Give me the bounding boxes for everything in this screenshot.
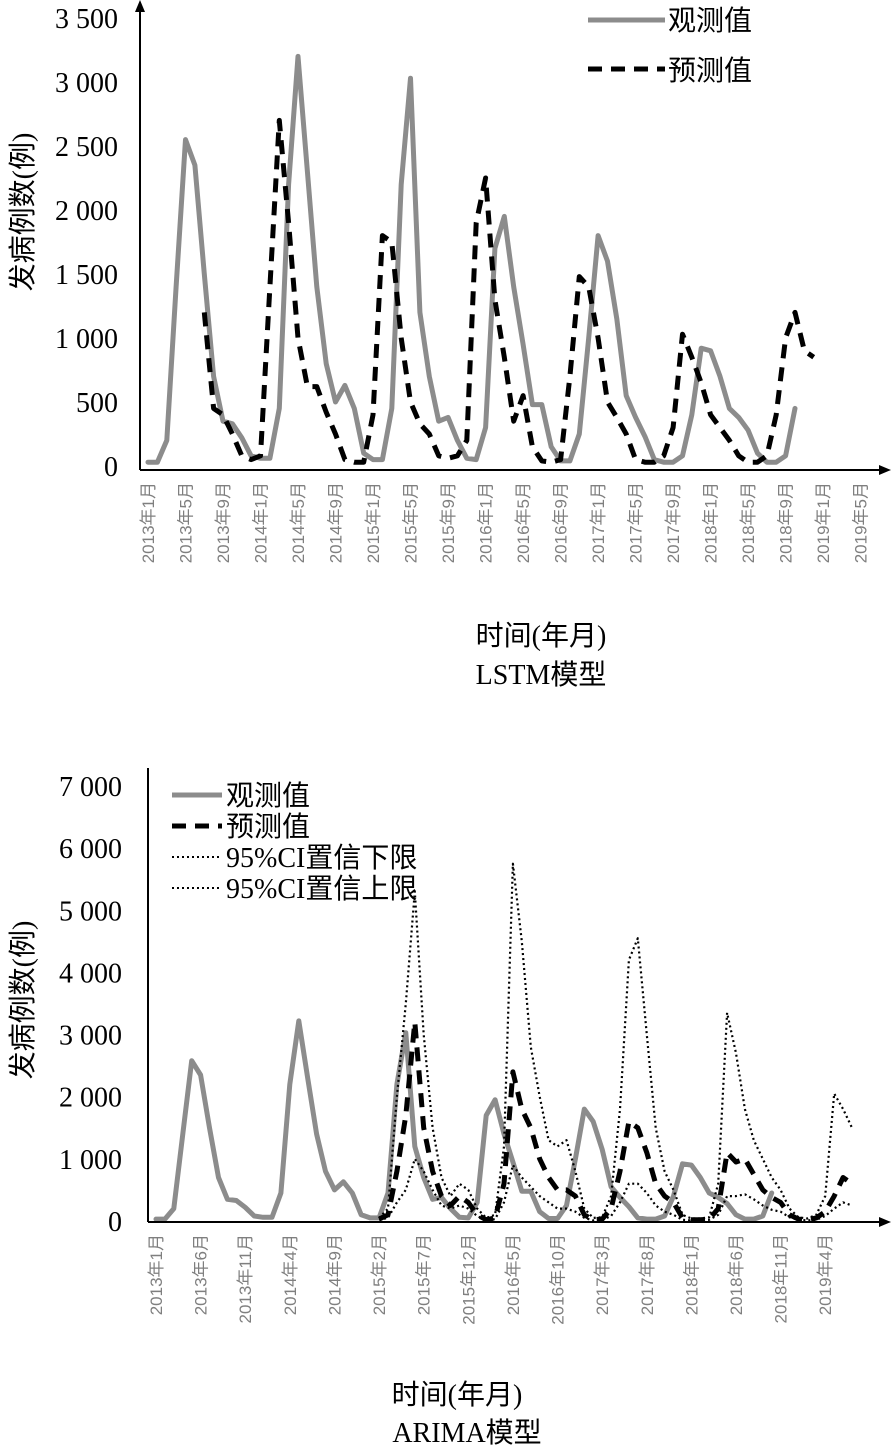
lstm-series-group bbox=[145, 53, 816, 465]
arima-legend-predicted-label: 预测值 bbox=[226, 811, 310, 843]
x-tick-label: 2016年10月 bbox=[549, 1234, 568, 1325]
lstm-y-axis-label: 发病例数(例) bbox=[7, 133, 39, 292]
lstm-legend-predicted-label: 预测值 bbox=[668, 55, 752, 87]
x-tick-label: 2013年11月 bbox=[236, 1234, 255, 1323]
series-line-solid bbox=[145, 53, 798, 465]
x-tick-label: 2016年5月 bbox=[504, 1234, 523, 1315]
x-tick-label: 2018年6月 bbox=[727, 1234, 746, 1315]
arima-y-tick-labels: 0 1 000 2 000 3 000 4 000 5 000 6 000 7 000 bbox=[59, 772, 122, 1238]
arima-legend-ci-upper-label: 95%CI置信上限 bbox=[226, 873, 417, 905]
y-tick-label: 1 500 bbox=[55, 260, 118, 291]
x-tick-label: 2013年6月 bbox=[192, 1234, 211, 1315]
arima-x-axis-arrow bbox=[879, 1217, 891, 1227]
x-tick-label: 2015年5月 bbox=[402, 482, 421, 563]
x-tick-label: 2014年9月 bbox=[327, 482, 346, 563]
arima-chart: 0 1 000 2 000 3 000 4 000 5 000 6 000 7 000 201… bbox=[7, 768, 891, 1449]
arima-chart-title: ARIMA模型 bbox=[392, 1417, 541, 1449]
arima-legend-observed-label: 观测值 bbox=[226, 780, 310, 812]
y-tick-label: 1 000 bbox=[59, 1145, 122, 1176]
x-tick-label: 2016年1月 bbox=[477, 482, 496, 563]
x-tick-label: 2017年3月 bbox=[593, 1234, 612, 1315]
y-tick-label: 2 000 bbox=[59, 1083, 122, 1114]
lstm-chart-title: LSTM模型 bbox=[476, 659, 607, 691]
x-tick-label: 2017年1月 bbox=[589, 482, 608, 563]
x-tick-label: 2018年5月 bbox=[739, 482, 758, 563]
arima-legend: 观测值 预测值 95%CI置信下限 95%CI置信上限 bbox=[172, 780, 417, 905]
x-tick-label: 2016年5月 bbox=[514, 482, 533, 563]
x-tick-label: 2015年1月 bbox=[364, 482, 383, 563]
x-tick-label: 2019年1月 bbox=[814, 482, 833, 563]
lstm-y-tick-labels: 0 500 1 000 1 500 2 000 2 500 3 000 3 500 bbox=[55, 4, 118, 483]
y-tick-label: 1 000 bbox=[55, 324, 118, 355]
x-tick-label: 2013年9月 bbox=[214, 482, 233, 563]
x-tick-label: 2013年1月 bbox=[139, 482, 158, 563]
arima-series-group bbox=[153, 862, 854, 1223]
x-tick-label: 2017年8月 bbox=[638, 1234, 657, 1315]
x-tick-label: 2019年4月 bbox=[816, 1234, 835, 1315]
lstm-chart: 0 500 1 000 1 500 2 000 2 500 3 000 3 500 2013年… bbox=[7, 0, 891, 691]
arima-y-axis-label: 发病例数(例) bbox=[7, 921, 39, 1080]
lstm-x-axis-arrow bbox=[879, 465, 891, 475]
y-tick-label: 3 000 bbox=[59, 1021, 122, 1052]
y-tick-label: 7 000 bbox=[59, 772, 122, 803]
y-tick-label: 6 000 bbox=[59, 834, 122, 865]
x-tick-label: 2013年5月 bbox=[177, 482, 196, 563]
arima-legend-ci-lower-label: 95%CI置信下限 bbox=[226, 842, 417, 874]
x-tick-label: 2018年1月 bbox=[682, 1234, 701, 1315]
x-tick-label: 2018年9月 bbox=[777, 482, 796, 563]
y-tick-label: 5 000 bbox=[59, 896, 122, 927]
x-tick-label: 2014年4月 bbox=[281, 1234, 300, 1315]
x-tick-label: 2016年9月 bbox=[552, 482, 571, 563]
x-tick-label: 2017年9月 bbox=[664, 482, 683, 563]
lstm-legend-observed-label: 观测值 bbox=[668, 5, 752, 37]
x-tick-label: 2018年11月 bbox=[772, 1234, 791, 1323]
lstm-y-axis-arrow bbox=[135, 0, 145, 12]
x-tick-label: 2015年12月 bbox=[459, 1234, 478, 1325]
series-line-dotted bbox=[378, 862, 853, 1220]
y-tick-label: 2 000 bbox=[55, 196, 118, 227]
x-tick-label: 2015年7月 bbox=[415, 1234, 434, 1315]
x-tick-label: 2013年1月 bbox=[147, 1234, 166, 1315]
y-tick-label: 3 000 bbox=[55, 68, 118, 99]
arima-x-axis-label: 时间(年月) bbox=[392, 1379, 523, 1411]
x-tick-label: 2014年1月 bbox=[252, 482, 271, 563]
y-tick-label: 2 500 bbox=[55, 132, 118, 163]
lstm-legend: 观测值 预测值 bbox=[588, 5, 752, 87]
series-line-solid bbox=[153, 1018, 775, 1222]
series-line-dashed bbox=[201, 117, 816, 465]
x-tick-label: 2017年5月 bbox=[627, 482, 646, 563]
lstm-x-tick-labels: 2013年1月 2013年5月 2013年9月 2014年1月 2014年5月 2014年… bbox=[139, 482, 871, 563]
y-tick-label: 500 bbox=[76, 388, 118, 419]
x-tick-label: 2018年1月 bbox=[702, 482, 721, 563]
series-line-dotted bbox=[378, 1157, 853, 1222]
x-tick-label: 2015年2月 bbox=[370, 1234, 389, 1315]
x-tick-label: 2014年9月 bbox=[326, 1234, 345, 1315]
x-tick-label: 2019年5月 bbox=[852, 482, 871, 563]
y-tick-label: 4 000 bbox=[59, 958, 122, 989]
lstm-x-axis-label: 时间(年月) bbox=[476, 620, 607, 652]
x-tick-label: 2015年9月 bbox=[439, 482, 458, 563]
x-tick-label: 2014年5月 bbox=[289, 482, 308, 563]
y-tick-label: 0 bbox=[104, 452, 118, 483]
arima-x-tick-labels: 2013年1月 2013年6月 2013年11月 2014年4月 2014年9月 2015… bbox=[147, 1234, 835, 1325]
y-tick-label: 3 500 bbox=[55, 4, 118, 35]
y-tick-label: 0 bbox=[108, 1207, 122, 1238]
